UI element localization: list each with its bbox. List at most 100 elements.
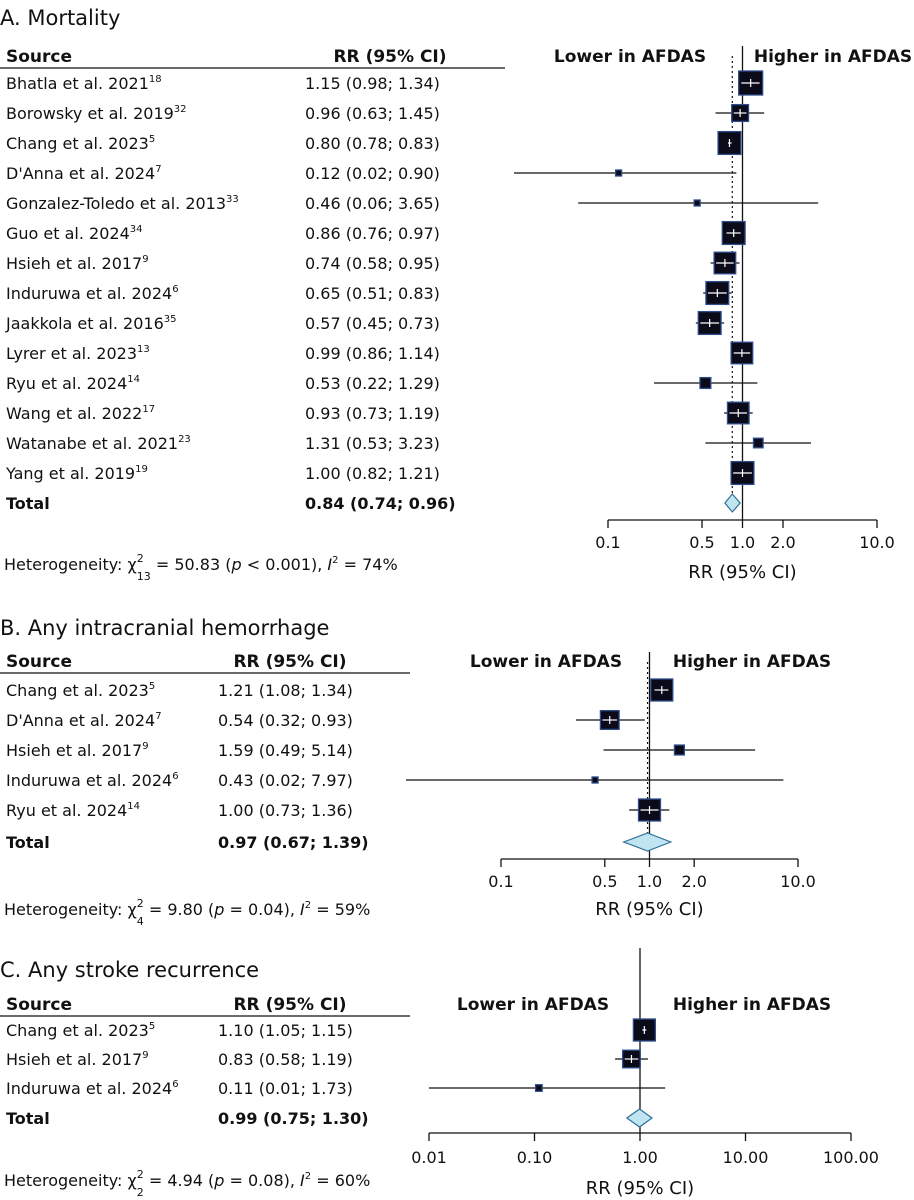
study-row: Guo et al. 202434 0.86 (0.76; 0.97) [6, 220, 746, 246]
study-ref: 5 [149, 1021, 155, 1032]
study-name: D'Anna et al. 20247 [6, 164, 162, 183]
study-name: Bhatla et al. 202118 [6, 74, 162, 93]
study-row: Watanabe et al. 202123 1.31 (0.53; 3.23) [6, 434, 811, 453]
study-rr-ci: 0.11 (0.01; 1.73) [218, 1079, 353, 1098]
het-chi-sub: 13 [137, 570, 151, 583]
study-row: Hsieh et al. 20179 0.83 (0.58; 1.19) [6, 1049, 648, 1069]
het-i-rest: = 59% [311, 900, 370, 919]
point-estimate-box [591, 776, 599, 784]
study-rr-ci: 1.59 (0.49; 5.14) [218, 741, 353, 760]
het-i-sup: 2 [305, 900, 311, 911]
x-tick-label: 10.00 [723, 1148, 769, 1167]
panel-title: B. Any intracranial hemorrhage [0, 616, 329, 640]
point-estimate-box [673, 744, 686, 756]
study-name-text: Yang et al. 2019 [5, 464, 135, 483]
col-header-source: Source [6, 995, 72, 1015]
study-name-text: Gonzalez-Toledo et al. 2013 [6, 194, 226, 213]
het-stat: = 4.94 ( [144, 1171, 215, 1190]
study-name: Hsieh et al. 20179 [6, 741, 149, 760]
het-i: I [327, 555, 332, 574]
higher-label: Higher in AFDAS [673, 652, 831, 672]
study-row: Hsieh et al. 20179 1.59 (0.49; 5.14) [6, 741, 756, 760]
study-name-text: Chang et al. 2023 [6, 134, 149, 153]
study-name: Ryu et al. 202414 [6, 374, 140, 393]
point-estimate-box [752, 437, 764, 449]
study-ref: 6 [172, 771, 178, 782]
study-row: Yang et al. 201919 1.00 (0.82; 1.21) [5, 460, 755, 486]
study-name: Gonzalez-Toledo et al. 201333 [6, 194, 239, 213]
higher-label: Higher in AFDAS [754, 47, 912, 67]
het-i: I [300, 1171, 305, 1190]
study-rr-ci: 0.12 (0.02; 0.90) [305, 164, 440, 183]
study-name: Lyrer et al. 202313 [6, 344, 150, 363]
study-rr-ci: 0.99 (0.86; 1.14) [305, 344, 440, 363]
study-ref: 9 [142, 741, 148, 752]
study-name-text: Watanabe et al. 2021 [6, 434, 178, 453]
het-i: I [300, 900, 305, 919]
study-rr-ci: 1.31 (0.53; 3.23) [305, 434, 440, 453]
het-chi-sub: 4 [137, 915, 144, 928]
x-axis-label: RR (95% CI) [595, 899, 703, 920]
study-rr-ci: 0.83 (0.58; 1.19) [218, 1050, 353, 1069]
lower-label: Lower in AFDAS [470, 652, 622, 672]
study-row: Chang et al. 20235 1.10 (1.05; 1.15) [6, 1018, 657, 1042]
x-tick-label: 1.00 [622, 1148, 658, 1167]
col-header-rr: RR (95% CI) [233, 652, 346, 672]
het-chi-sup: 2 [137, 897, 144, 910]
study-name: Guo et al. 202434 [6, 224, 143, 243]
study-name-text: Ryu et al. 2024 [6, 801, 127, 820]
study-name-text: Hsieh et al. 2017 [6, 1050, 142, 1069]
x-axis-label: RR (95% CI) [586, 1178, 694, 1199]
het-p: p [213, 1171, 224, 1190]
study-ref: 9 [142, 1050, 148, 1061]
study-name-text: Ryu et al. 2024 [6, 374, 127, 393]
study-row: Hsieh et al. 20179 0.74 (0.58; 0.95) [6, 251, 740, 275]
study-ref: 19 [135, 464, 148, 475]
study-name: Induruwa et al. 20246 [6, 1079, 179, 1098]
study-row: Chang et al. 20235 0.80 (0.78; 0.83) [6, 130, 742, 156]
study-rr-ci: 0.54 (0.32; 0.93) [218, 711, 353, 730]
study-row: Induruwa et al. 20246 0.43 (0.02; 7.97) [6, 771, 784, 790]
x-tick-label: 10.0 [780, 872, 816, 891]
x-tick-label: 10.0 [859, 533, 895, 552]
study-ref: 6 [172, 284, 178, 295]
het-i-sup: 2 [305, 1171, 311, 1182]
het-i-sup: 2 [332, 555, 338, 566]
study-name: D'Anna et al. 20247 [6, 711, 162, 730]
study-name: Ryu et al. 202414 [6, 801, 140, 820]
heterogeneity-text: Heterogeneity: χ2 4 = 9.80 (p = 0.04), I2… [4, 897, 370, 928]
total-label: Total [6, 833, 50, 852]
study-row: D'Anna et al. 20247 0.12 (0.02; 0.90) [6, 164, 737, 183]
forest-panel-a: A. Mortality Source RR (95% CI) Lower in AF… [0, 6, 912, 583]
het-p-rest: = 0.04), [224, 900, 300, 919]
study-name-text: Lyrer et al. 2023 [6, 344, 137, 363]
x-tick-label: 0.1 [595, 533, 620, 552]
panel-title: A. Mortality [0, 6, 120, 30]
study-name-text: Chang et al. 2023 [6, 681, 149, 700]
study-row: Ryu et al. 202414 1.00 (0.73; 1.36) [6, 798, 670, 822]
study-ref: 7 [155, 711, 161, 722]
study-ref: 18 [149, 74, 162, 85]
het-i-rest: = 74% [339, 555, 398, 574]
study-rr-ci: 0.74 (0.58; 0.95) [305, 254, 440, 273]
study-row: Wang et al. 202217 0.93 (0.73; 1.19) [6, 401, 753, 425]
study-name-text: Induruwa et al. 2024 [6, 1079, 172, 1098]
study-name: Chang et al. 20235 [6, 134, 155, 153]
x-tick-label: 0.10 [517, 1148, 553, 1167]
x-tick-label: 100.00 [823, 1148, 879, 1167]
x-axis-label: RR (95% CI) [688, 562, 796, 583]
pooled-diamond [621, 832, 673, 852]
study-row: Induruwa et al. 20246 0.65 (0.51; 0.83) [6, 280, 732, 306]
panel-title: C. Any stroke recurrence [0, 958, 259, 982]
lower-label: Lower in AFDAS [554, 47, 706, 67]
study-rr-ci: 1.00 (0.82; 1.21) [305, 464, 440, 483]
study-rr-ci: 0.46 (0.06; 3.65) [305, 194, 440, 213]
study-row: Jaakkola et al. 201635 0.57 (0.45; 0.73) [5, 310, 725, 336]
study-name: Yang et al. 201919 [5, 464, 148, 483]
study-name-text: Hsieh et al. 2017 [6, 741, 142, 760]
study-row: Bhatla et al. 202118 1.15 (0.98; 1.34) [6, 70, 764, 96]
study-name-text: Chang et al. 2023 [6, 1021, 149, 1040]
higher-label: Higher in AFDAS [673, 995, 831, 1015]
het-stat: = 50.83 ( [151, 555, 232, 574]
study-rr-ci: 0.65 (0.51; 0.83) [305, 284, 440, 303]
